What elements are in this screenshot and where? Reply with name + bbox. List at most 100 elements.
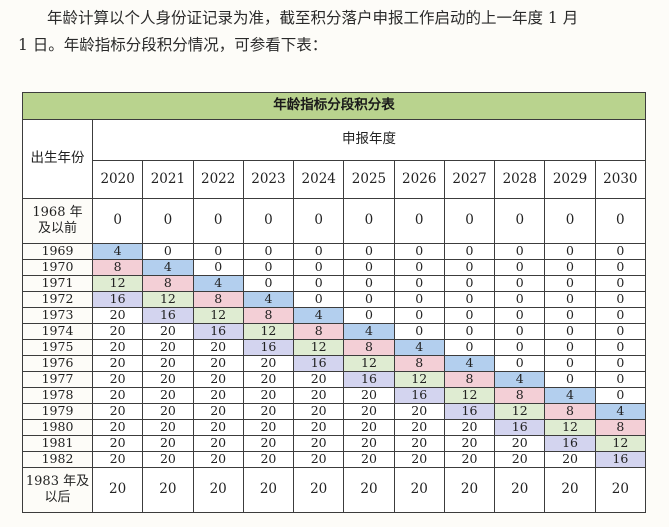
score-cell: 20 bbox=[242, 387, 295, 404]
score-cell: 0 bbox=[293, 259, 345, 276]
score-cell: 20 bbox=[544, 467, 596, 513]
score-cell: 16 bbox=[91, 291, 144, 308]
score-cell: 20 bbox=[242, 371, 295, 388]
score-cell: 0 bbox=[293, 275, 345, 292]
score-cell: 20 bbox=[544, 451, 596, 468]
score-cell: 20 bbox=[91, 419, 144, 436]
table-row: 1968 年 及以前 0 0 0 0 0 0 0 0 0 0 0 bbox=[22, 198, 647, 244]
score-cell: 0 bbox=[393, 323, 445, 340]
score-cell: 20 bbox=[293, 403, 345, 420]
score-cell: 16 bbox=[494, 419, 546, 436]
table-row: 1981 20 20 20 20 20 20 20 20 20 16 12 bbox=[22, 435, 647, 452]
score-cell: 20 bbox=[594, 467, 647, 513]
score-cell: 20 bbox=[393, 451, 445, 468]
table-row: 1978 20 20 20 20 20 20 16 12 8 4 0 bbox=[22, 387, 647, 404]
score-cell: 0 bbox=[393, 307, 445, 324]
score-cell: 12 bbox=[443, 387, 496, 404]
score-cell: 0 bbox=[494, 339, 546, 356]
score-cell: 20 bbox=[393, 419, 445, 436]
score-cell: 20 bbox=[91, 307, 144, 324]
score-cell: 16 bbox=[242, 339, 295, 356]
score-cell: 20 bbox=[393, 403, 445, 420]
score-cell: 8 bbox=[142, 275, 194, 292]
table-row: 1973 20 16 12 8 4 0 0 0 0 0 0 bbox=[22, 307, 647, 324]
score-cell: 0 bbox=[443, 307, 496, 324]
score-cell: 0 bbox=[594, 291, 647, 308]
score-cell: 0 bbox=[494, 243, 546, 260]
score-cell: 0 bbox=[343, 275, 395, 292]
score-cell: 20 bbox=[142, 467, 194, 513]
year-header-2028: 2028 bbox=[494, 160, 546, 199]
apply-year-header: 申报年度 bbox=[92, 119, 646, 161]
score-cell: 0 bbox=[343, 291, 395, 308]
year-header-2020: 2020 bbox=[91, 160, 144, 199]
score-cell: 0 bbox=[293, 291, 345, 308]
score-cell: 0 bbox=[594, 371, 647, 388]
score-cell: 20 bbox=[91, 467, 144, 513]
score-cell: 0 bbox=[443, 323, 496, 340]
score-cell: 20 bbox=[192, 355, 244, 372]
score-cell: 0 bbox=[544, 275, 596, 292]
score-cell: 12 bbox=[544, 419, 596, 436]
score-cell: 0 bbox=[544, 243, 596, 260]
score-cell: 16 bbox=[393, 387, 445, 404]
score-cell: 0 bbox=[393, 243, 445, 260]
score-cell: 20 bbox=[91, 387, 144, 404]
score-cell: 4 bbox=[594, 403, 647, 420]
score-cell: 0 bbox=[393, 275, 445, 292]
intro-line-2: 1 日。年龄指标分段积分情况，可参看下表： bbox=[18, 36, 328, 54]
score-cell: 4 bbox=[192, 275, 244, 292]
score-cell: 0 bbox=[443, 198, 496, 244]
birth-year-cell: 1974 bbox=[22, 323, 93, 340]
birth-year-cell: 1982 bbox=[22, 451, 93, 468]
score-cell: 0 bbox=[242, 243, 295, 260]
table-row: 1980 20 20 20 20 20 20 20 20 16 12 8 bbox=[22, 419, 647, 436]
birth-year-cell: 1983 年及 以后 bbox=[22, 467, 93, 513]
score-cell: 20 bbox=[443, 451, 496, 468]
score-cell: 20 bbox=[293, 419, 345, 436]
table-row: 1969 4 0 0 0 0 0 0 0 0 0 0 bbox=[22, 243, 647, 260]
score-cell: 12 bbox=[242, 323, 295, 340]
score-cell: 4 bbox=[544, 387, 596, 404]
age-score-table: 年龄指标分段积分表 出生年份 申报年度 2020 2021 2022 2023 2024… bbox=[22, 92, 647, 513]
year-header-2027: 2027 bbox=[443, 160, 496, 199]
score-cell: 0 bbox=[494, 275, 546, 292]
score-cell: 0 bbox=[594, 355, 647, 372]
birth-year-cell: 1972 bbox=[22, 291, 93, 308]
score-cell: 4 bbox=[494, 371, 546, 388]
score-cell: 4 bbox=[293, 307, 345, 324]
score-cell: 12 bbox=[393, 371, 445, 388]
birth-year-cell: 1981 bbox=[22, 435, 93, 452]
score-cell: 0 bbox=[594, 259, 647, 276]
table-row: 1970 8 4 0 0 0 0 0 0 0 0 0 bbox=[22, 259, 647, 276]
score-cell: 20 bbox=[343, 451, 395, 468]
score-cell: 16 bbox=[443, 403, 496, 420]
score-cell: 12 bbox=[91, 275, 144, 292]
year-header-2029: 2029 bbox=[544, 160, 596, 199]
score-cell: 0 bbox=[544, 371, 596, 388]
score-cell: 0 bbox=[91, 198, 144, 244]
score-cell: 20 bbox=[192, 419, 244, 436]
score-cell: 4 bbox=[343, 323, 395, 340]
score-cell: 20 bbox=[192, 403, 244, 420]
birth-year-cell: 1968 年 及以前 bbox=[22, 198, 93, 244]
birth-year-cell: 1978 bbox=[22, 387, 93, 404]
score-cell: 16 bbox=[192, 323, 244, 340]
score-cell: 0 bbox=[443, 339, 496, 356]
score-cell: 20 bbox=[142, 403, 194, 420]
score-cell: 0 bbox=[494, 355, 546, 372]
score-cell: 20 bbox=[293, 451, 345, 468]
score-cell: 20 bbox=[343, 403, 395, 420]
table-row: 1983 年及 以后 20 20 20 20 20 20 20 20 20 20 20 bbox=[22, 467, 647, 513]
score-cell: 0 bbox=[142, 198, 194, 244]
score-cell: 20 bbox=[142, 387, 194, 404]
score-cell: 0 bbox=[494, 307, 546, 324]
score-cell: 0 bbox=[494, 198, 546, 244]
score-cell: 0 bbox=[594, 243, 647, 260]
birth-year-cell: 1973 bbox=[22, 307, 93, 324]
score-cell: 20 bbox=[91, 339, 144, 356]
score-cell: 12 bbox=[343, 355, 395, 372]
score-cell: 20 bbox=[343, 419, 395, 436]
score-cell: 0 bbox=[293, 243, 345, 260]
score-cell: 0 bbox=[142, 243, 194, 260]
